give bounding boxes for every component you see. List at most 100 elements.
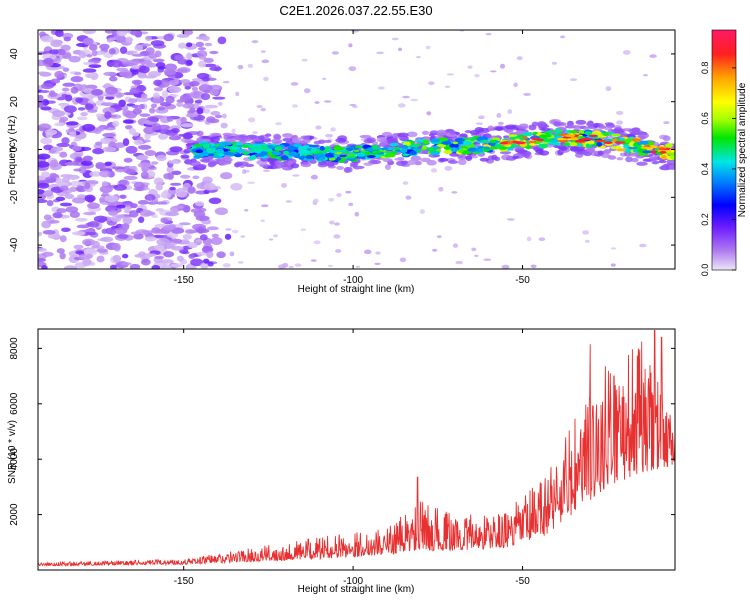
spectrogram-cell	[538, 237, 546, 242]
spectrogram-cell	[420, 157, 431, 163]
spectrogram-cell	[188, 253, 196, 259]
spectrogram-cell	[112, 120, 120, 127]
spectrogram-cell	[569, 78, 578, 82]
spectrogram-cell	[475, 122, 484, 125]
spectrogram-cell	[521, 136, 529, 140]
spectrogram-cell	[628, 151, 640, 157]
spectrogram-cell	[180, 123, 194, 128]
spectrogram-cell	[539, 127, 551, 131]
spectrogram-cell	[443, 146, 452, 150]
spectrogram-cell	[273, 164, 284, 169]
spectrogram-cell	[470, 155, 478, 159]
spectrogram-cell	[477, 146, 484, 149]
spectrogram-cell	[659, 150, 667, 154]
spectrogram-cell	[138, 103, 145, 110]
spectrogram-cell	[349, 103, 357, 107]
spectrogram-cell	[64, 193, 75, 200]
spectrogram-cell	[490, 70, 497, 73]
spectrogram-cell	[157, 133, 168, 140]
spectrogram-cell	[191, 86, 199, 92]
spectrogram-cell	[67, 174, 80, 180]
spectrogram-cell	[140, 43, 152, 47]
spectrogram-cell	[345, 155, 356, 159]
spectrogram-cell	[102, 132, 116, 138]
spectrogram-cell	[587, 141, 595, 145]
spectrogram-cell	[237, 64, 244, 70]
spectrogram-cell	[516, 56, 523, 61]
spectrogram-cell	[68, 55, 81, 63]
spectrogram-cell	[128, 128, 137, 135]
spectrogram-cell	[200, 93, 211, 101]
spectrogram-cell	[441, 141, 452, 145]
spectrogram-cell	[195, 201, 205, 207]
spectrogram-cell	[119, 70, 133, 78]
spectrogram-cell	[145, 35, 152, 41]
spectrogram-cell	[300, 135, 310, 140]
spectrogram-cell	[73, 138, 82, 142]
spectrogram-cell	[78, 166, 87, 174]
spectrogram-cell	[313, 140, 322, 145]
spectrogram-cell	[41, 251, 54, 257]
spectrogram-cell	[158, 129, 172, 134]
spectrogram-cell	[134, 254, 144, 258]
spectrogram-cell	[169, 186, 176, 191]
spectrogram-cell	[651, 160, 660, 165]
spectrogram-cell	[43, 214, 52, 221]
spectrogram-cell	[154, 201, 168, 205]
spectrogram-cell	[353, 149, 360, 153]
spectrogram-cell	[130, 203, 138, 209]
spectrogram-cell	[208, 153, 215, 157]
spectrogram-cell	[39, 31, 47, 38]
spectrogram-cell	[294, 263, 302, 267]
spectrogram-cell	[221, 142, 233, 146]
spectrogram-cell	[38, 126, 43, 131]
spectrogram-cell	[40, 106, 52, 111]
spectrogram-cell	[115, 214, 126, 219]
snr-x-tick-label: -100	[343, 576, 363, 587]
spectrogram-cell	[421, 145, 428, 150]
spectrogram-cell	[133, 233, 144, 240]
spectrogram-cell	[431, 248, 438, 252]
spectrogram-x-tick-label: -150	[174, 275, 194, 286]
spectrogram-cell	[155, 228, 168, 234]
spectrogram-cell	[499, 151, 512, 155]
spectrogram-cell	[256, 105, 263, 108]
spectrogram-cell	[59, 252, 66, 260]
spectrogram-cell	[282, 137, 293, 142]
spectrogram-cell	[112, 242, 121, 251]
spectrogram-cell	[70, 76, 84, 83]
spectrogram-cell	[381, 147, 389, 150]
spectrogram-cell	[87, 109, 98, 113]
spectrogram-cell	[151, 161, 159, 165]
spectrogram-cell	[523, 92, 531, 97]
spectrogram-cell	[371, 141, 379, 145]
spectrogram-cell	[65, 121, 79, 126]
spectrogram-cell	[576, 142, 584, 147]
spectrogram-cell	[237, 261, 244, 264]
spectrogram-cell	[102, 146, 117, 153]
spectrogram-cell	[76, 116, 88, 121]
spectrogram-cell	[75, 250, 85, 255]
spectrogram-cell	[202, 258, 210, 264]
spectrogram-cell	[43, 190, 54, 197]
spectrogram-cell	[242, 169, 247, 174]
spectrogram-cell	[38, 258, 46, 262]
spectrogram-cell	[125, 51, 134, 56]
spectrogram-cell	[217, 36, 227, 45]
spectrogram-cell	[220, 172, 233, 180]
spectrogram-cell	[610, 146, 618, 150]
spectrogram-cell	[363, 162, 373, 166]
spectrogram-cell	[523, 152, 531, 159]
spectrogram-cell	[62, 67, 70, 72]
spectrogram-cell	[330, 127, 336, 132]
spectrogram-cell	[596, 142, 603, 147]
spectrogram-cell	[80, 160, 93, 166]
spectrogram-cell	[129, 210, 139, 218]
spectrogram-cell	[50, 39, 63, 48]
spectrogram-cell	[104, 161, 112, 167]
spectrogram-cell	[222, 80, 230, 84]
spectrogram-cell	[133, 139, 144, 145]
spectrogram-cell	[193, 144, 204, 148]
spectrogram-cell	[117, 233, 129, 239]
spectrogram-cell	[196, 50, 208, 58]
